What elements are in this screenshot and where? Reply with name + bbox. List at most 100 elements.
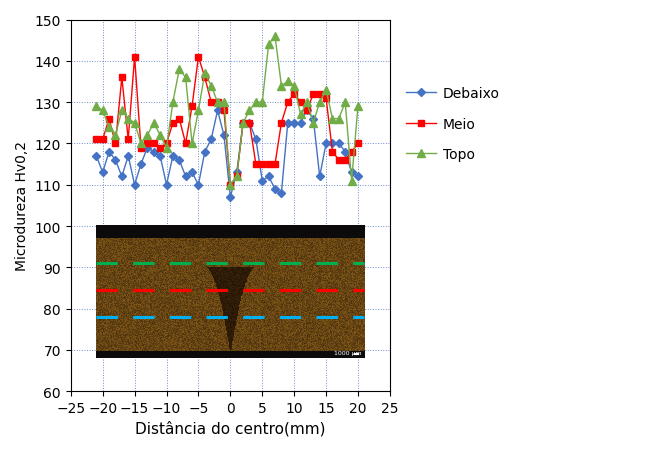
Debaixo <box>246 121 253 126</box>
Debaixo <box>182 175 190 180</box>
Line: Debaixo: Debaixo <box>94 108 361 200</box>
Meio <box>137 146 145 151</box>
Topo <box>137 141 145 147</box>
Meio <box>310 92 317 97</box>
Meio <box>182 141 190 147</box>
Topo <box>156 133 164 138</box>
Meio <box>303 108 311 114</box>
Meio <box>354 141 362 147</box>
Debaixo <box>252 137 260 143</box>
Debaixo <box>290 121 298 126</box>
Debaixo <box>264 175 272 180</box>
Topo <box>316 100 324 106</box>
Debaixo <box>284 121 292 126</box>
Y-axis label: Microdureza Hv0,2: Microdureza Hv0,2 <box>15 141 29 271</box>
Debaixo <box>163 183 170 188</box>
X-axis label: Distância do centro(mm): Distância do centro(mm) <box>135 421 326 436</box>
Topo <box>207 84 215 89</box>
Debaixo <box>150 150 157 155</box>
Debaixo <box>259 179 266 184</box>
Topo <box>213 100 221 106</box>
Topo <box>112 133 119 138</box>
Topo <box>290 84 298 89</box>
Debaixo <box>213 108 221 114</box>
Topo <box>303 100 311 106</box>
Meio <box>264 162 272 167</box>
Meio <box>105 117 113 122</box>
Meio <box>195 55 203 60</box>
Topo <box>99 108 106 114</box>
Debaixo <box>112 158 119 163</box>
Debaixo <box>169 154 177 159</box>
Meio <box>271 162 279 167</box>
Meio <box>213 100 221 106</box>
Topo <box>284 79 292 85</box>
Meio <box>92 137 100 143</box>
Topo <box>233 175 241 180</box>
Meio <box>112 141 119 147</box>
Topo <box>322 88 330 93</box>
Meio <box>201 75 209 81</box>
Debaixo <box>137 162 145 167</box>
Meio <box>118 75 126 81</box>
Text: 1000 μm: 1000 μm <box>333 350 361 355</box>
Debaixo <box>322 141 330 147</box>
Debaixo <box>239 121 247 126</box>
Topo <box>220 100 228 106</box>
Topo <box>226 183 234 188</box>
Meio <box>290 92 298 97</box>
Line: Meio: Meio <box>93 54 361 189</box>
Topo <box>310 121 317 126</box>
Meio <box>150 141 157 147</box>
Topo <box>328 117 336 122</box>
Meio <box>220 108 228 114</box>
Legend: Debaixo, Meio, Topo: Debaixo, Meio, Topo <box>400 81 506 167</box>
Debaixo <box>195 183 203 188</box>
Debaixo <box>131 183 139 188</box>
Debaixo <box>118 175 126 180</box>
Debaixo <box>341 150 349 155</box>
Topo <box>92 104 100 110</box>
Debaixo <box>335 141 342 147</box>
Meio <box>156 146 164 151</box>
Topo <box>195 108 203 114</box>
Topo <box>354 104 362 110</box>
Topo <box>188 141 196 147</box>
Meio <box>284 100 292 106</box>
Topo <box>169 100 177 106</box>
Topo <box>246 108 253 114</box>
Line: Topo: Topo <box>92 33 362 189</box>
Meio <box>188 104 196 110</box>
Topo <box>341 100 349 106</box>
Meio <box>239 121 247 126</box>
Topo <box>175 67 183 73</box>
Topo <box>163 146 170 151</box>
Topo <box>201 71 209 77</box>
Topo <box>335 117 342 122</box>
Topo <box>118 108 126 114</box>
Debaixo <box>156 154 164 159</box>
Debaixo <box>175 158 183 163</box>
Topo <box>150 121 157 126</box>
Meio <box>277 121 285 126</box>
Debaixo <box>124 154 132 159</box>
Debaixo <box>226 195 234 200</box>
Topo <box>239 121 247 126</box>
Debaixo <box>207 137 215 143</box>
Topo <box>182 75 190 81</box>
Meio <box>163 141 170 147</box>
Meio <box>207 100 215 106</box>
Topo <box>105 125 113 130</box>
Debaixo <box>201 150 209 155</box>
Meio <box>259 162 266 167</box>
Debaixo <box>271 187 279 192</box>
Meio <box>99 137 106 143</box>
Meio <box>328 150 336 155</box>
Debaixo <box>92 154 100 159</box>
Debaixo <box>303 108 311 114</box>
Meio <box>175 117 183 122</box>
Topo <box>348 179 355 184</box>
Debaixo <box>105 150 113 155</box>
Debaixo <box>188 170 196 175</box>
Meio <box>316 92 324 97</box>
